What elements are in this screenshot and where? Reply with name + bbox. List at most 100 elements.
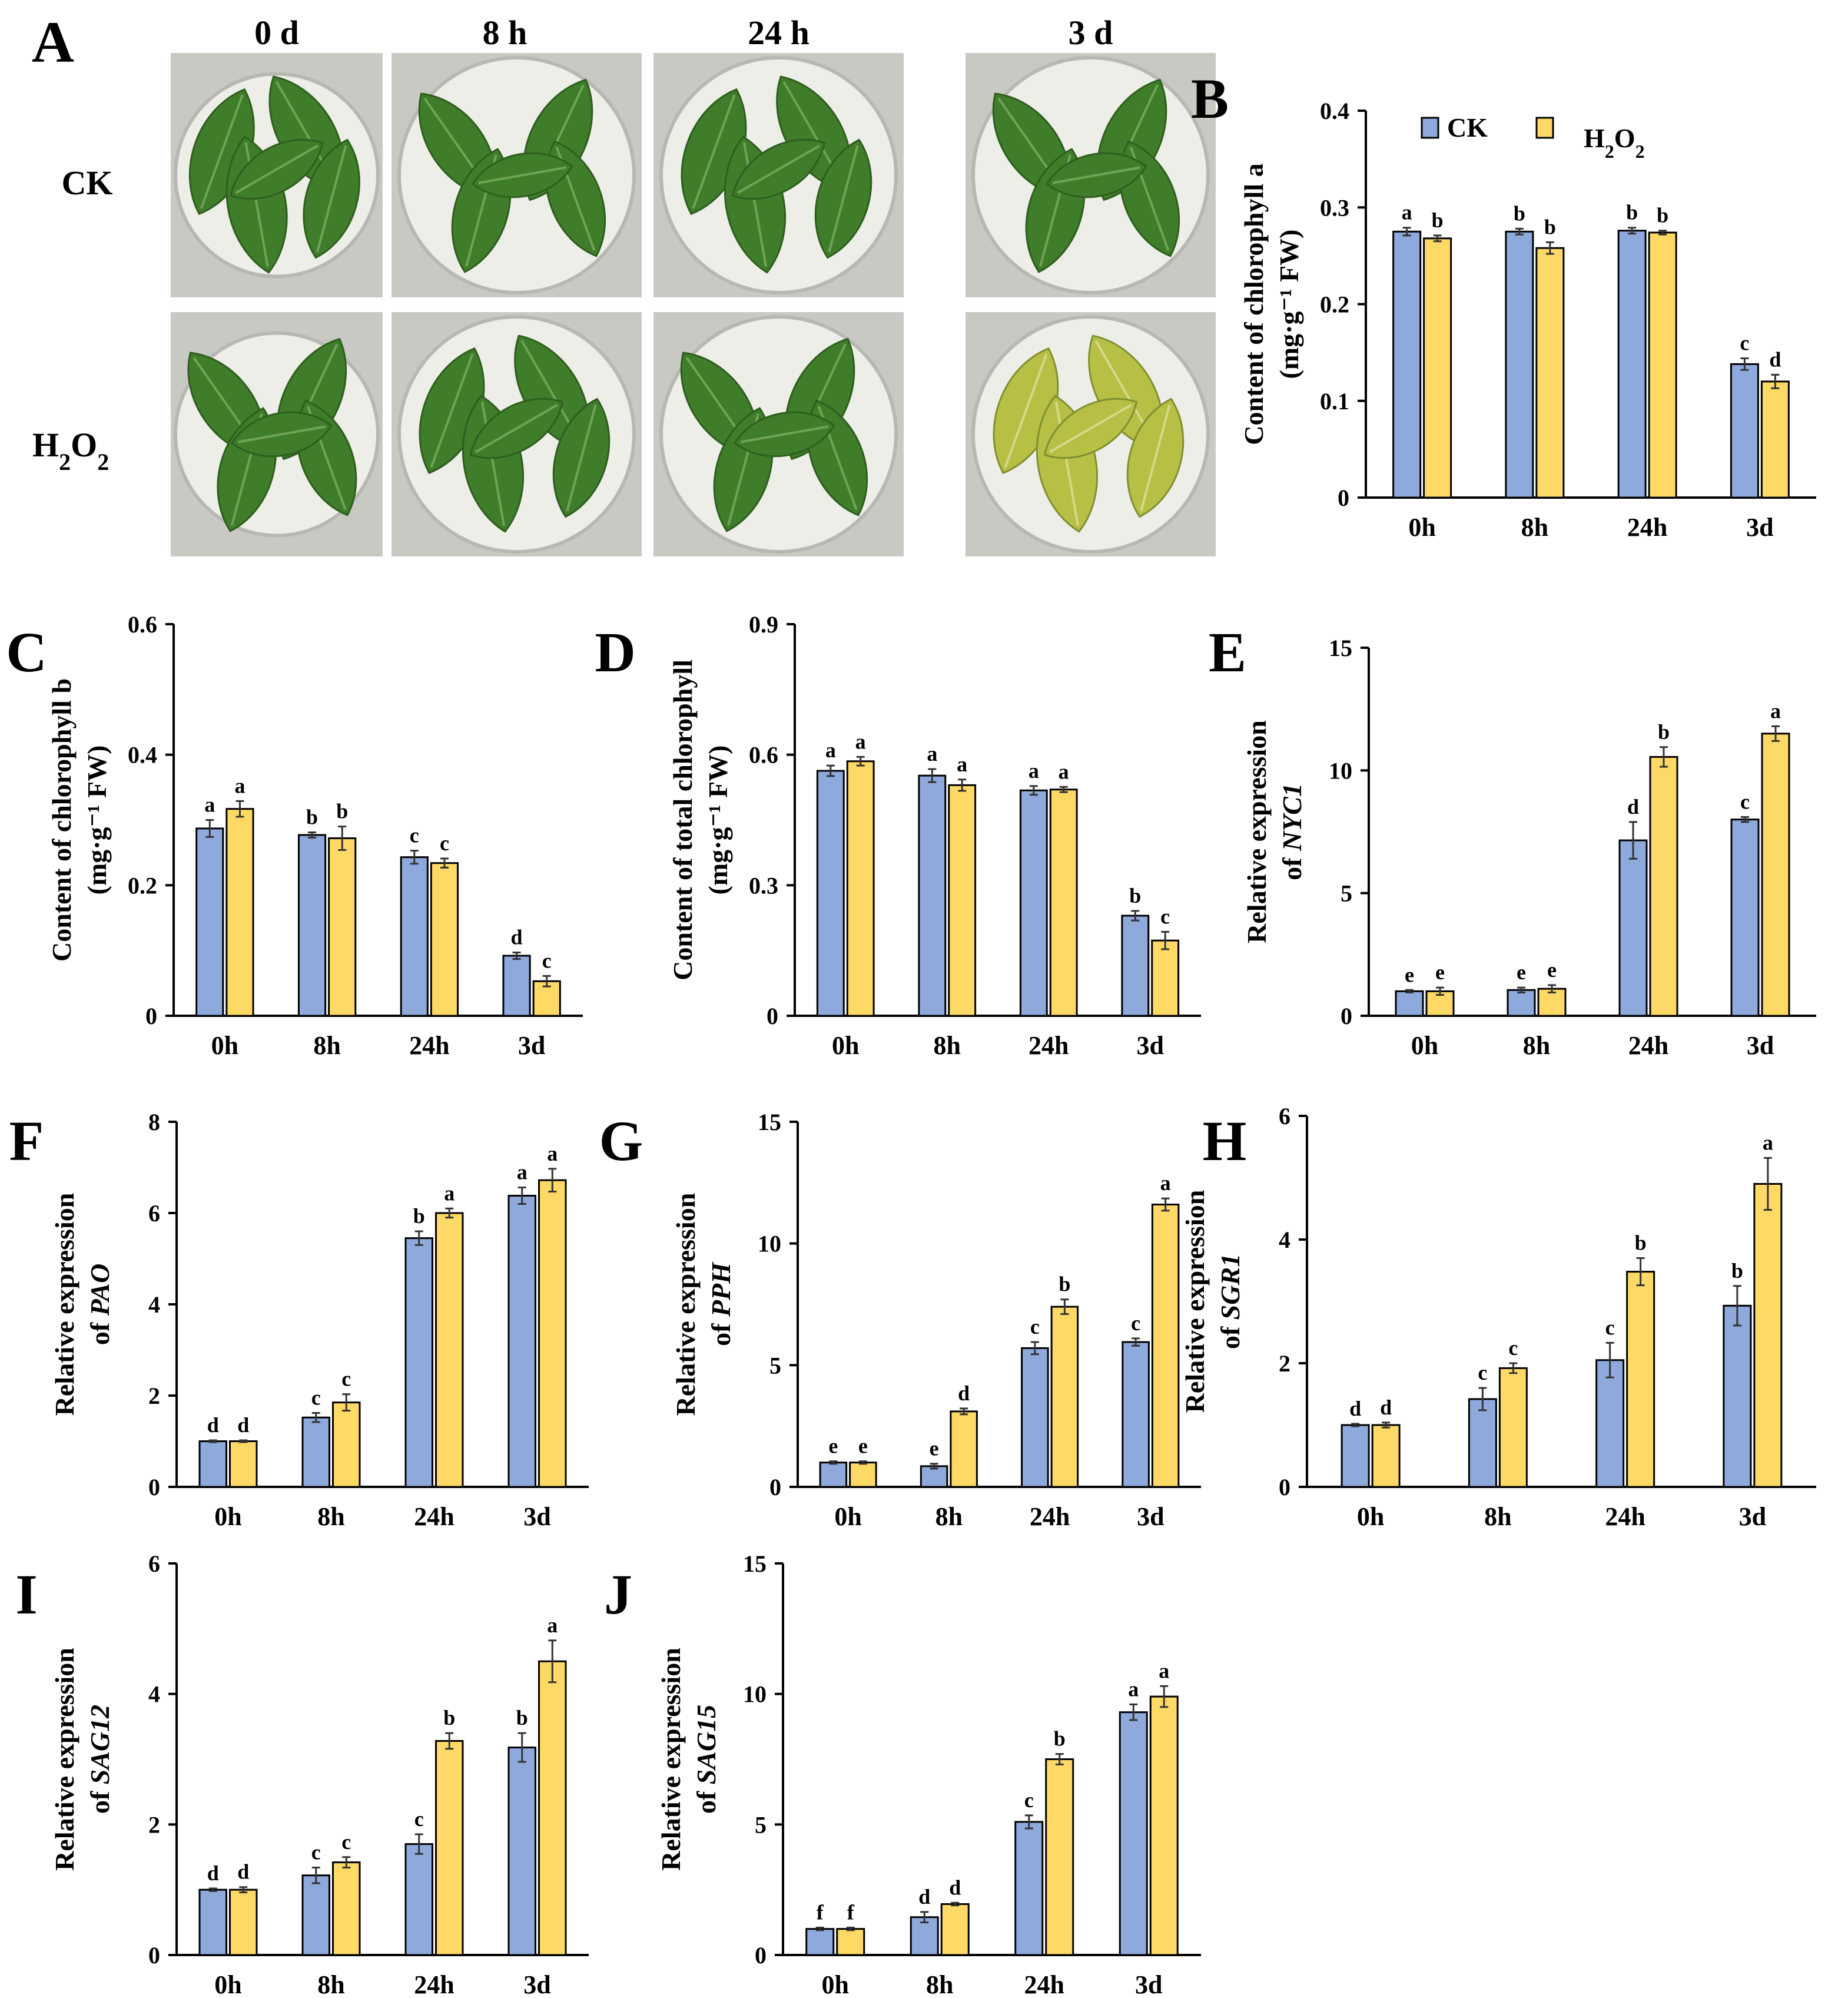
x-tick-label: 24h [1627,513,1667,542]
leaf-vein [1140,404,1171,512]
significance-letter: b [336,800,348,823]
gene-name: PAO [85,1264,115,1317]
x-tick-label: 0h [211,1031,238,1060]
y-axis-label-text: of [706,1317,736,1346]
significance-letter: b [1731,1259,1743,1283]
h2o2-bar [538,1179,567,1488]
x-tick-label: 24h [414,1970,454,1998]
ck-bar [819,1462,848,1488]
ck-bar [1617,230,1647,499]
ck-bar [507,1195,536,1488]
ck-bar [297,834,327,1017]
leaf-vein [1049,403,1132,453]
y-tick-label: 0 [1279,1474,1290,1500]
x-tick-label: 3d [523,1502,550,1531]
y-tick-label: 0 [148,1474,160,1500]
significance-letter: c [1740,331,1749,354]
h2o2-bar [1149,1695,1179,1956]
y-tick-label: 0.4 [1320,98,1349,124]
ck-bar [1730,363,1759,499]
y-tick-label: 0.2 [128,872,157,899]
x-tick-label: 8h [1484,1502,1511,1531]
y-tick-label: 6 [148,1200,160,1227]
ck-bar [1505,230,1534,499]
x-tick-label: 0h [214,1970,241,1998]
y-axis-label: (mg·g⁻¹ FW) [1274,230,1304,379]
x-tick-label: 24h [1628,1031,1668,1060]
ck-bar [1122,1341,1150,1488]
y-tick-label: 4 [148,1291,160,1318]
significance-letter: e [858,1434,868,1458]
panel-letter: G [599,1109,643,1172]
leaf-vein [478,166,567,184]
x-tick-label: 3d [518,1031,545,1060]
leaf [681,88,747,216]
significance-letter: c [542,949,552,972]
panel-letter: B [1191,67,1229,130]
x-tick-label: 8h [1523,1031,1550,1060]
gene-name: NYC1 [1277,783,1307,851]
ck-bar [1595,1359,1625,1488]
h2o2-bar [948,784,977,1017]
x-tick-label: 3d [1747,1031,1774,1060]
significance-letter: c [1024,1788,1034,1812]
h2o2-bar [1423,237,1452,499]
photo-cell [171,312,383,556]
y-axis-label: of SGR1 [1215,1254,1245,1349]
significance-letter: a [1763,1131,1773,1154]
significance-letter: a [1770,699,1781,723]
significance-letter: d [237,1413,249,1437]
h2o2-bar [1498,1367,1528,1488]
significance-letter: b [413,1204,425,1228]
photo-cell [392,312,642,556]
photo-cell [966,53,1216,297]
leaf [303,138,360,259]
leaf [814,138,872,259]
h2o2-bar [1649,756,1678,1017]
ck-bar [404,1237,433,1488]
significance-letter: b [1626,201,1638,224]
x-tick-label: 8h [935,1502,963,1531]
h2o2-bar [538,1660,567,1956]
significance-letter: b [516,1706,528,1729]
y-axis-label: Relative expression [671,1193,701,1416]
y-tick-label: 15 [758,1109,781,1135]
panel-letter: J [604,1563,632,1626]
significance-letter: c [410,824,419,847]
photo-column-label: 8 h [483,14,527,52]
h2o2-bar [950,1410,978,1488]
leaf [734,411,835,458]
gene-name: PPH [706,1262,736,1317]
significance-letter: d [1769,347,1781,371]
h2o2-bar [940,1903,970,1956]
significance-letter: f [847,1900,855,1924]
h2o2-bar [1753,1183,1783,1488]
photo-cell [171,53,383,297]
significance-letter: b [1054,1727,1066,1751]
y-axis-label: Relative expression [1180,1190,1210,1413]
formula-part: O [1614,123,1635,153]
x-tick-label: 8h [317,1970,344,1998]
y-axis-label-text: of [85,1784,115,1814]
ck-bar [1341,1424,1370,1488]
x-tick-label: 0h [1411,1031,1438,1060]
y-tick-label: 0 [1341,1003,1352,1029]
leaf [1043,397,1138,459]
significance-letter: a [825,738,836,762]
ck-bar [195,827,224,1017]
significance-letter: c [1605,1316,1615,1339]
h2o2-bar [229,1888,258,1956]
significance-letter: c [1160,904,1170,928]
ck-bar [1618,839,1648,1017]
y-tick-label: 6 [148,1550,160,1577]
y-axis-label: Relative expression [49,1193,79,1416]
y-tick-label: 4 [1279,1227,1290,1253]
leaf [419,347,485,475]
x-tick-label: 0h [214,1502,241,1531]
h2o2-bar [849,1462,877,1488]
y-tick-label: 0.6 [749,742,778,768]
y-tick-label: 0 [767,1003,778,1029]
